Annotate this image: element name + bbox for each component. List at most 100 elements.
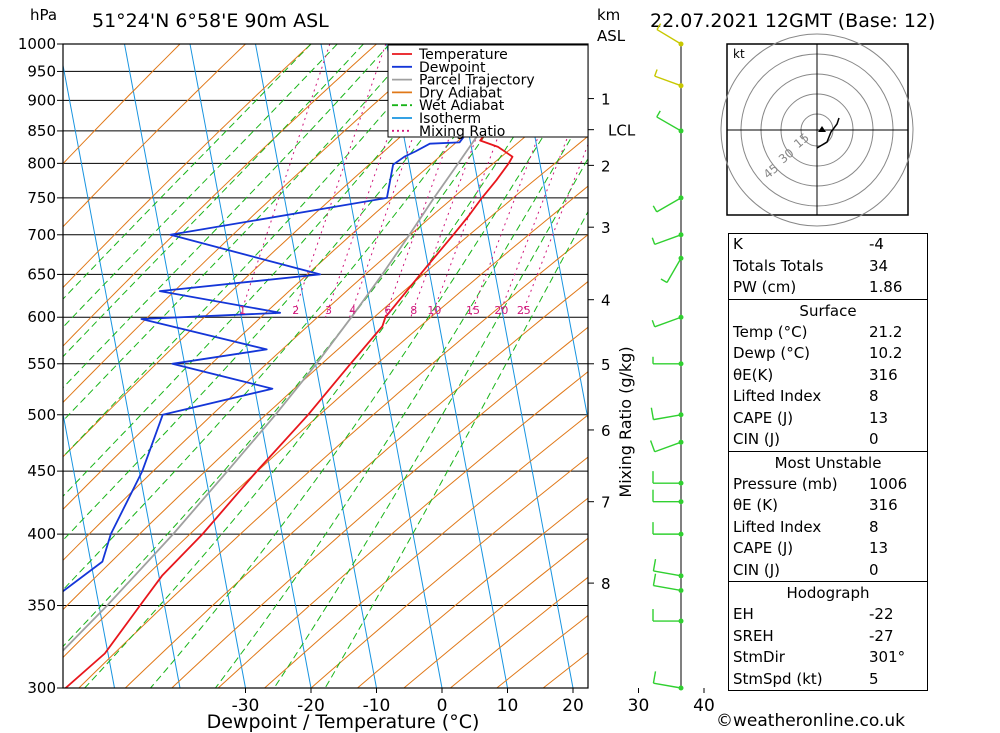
mixing-ratio-label: 2 — [292, 304, 299, 317]
wet-adiabat-line — [84, 44, 574, 688]
legend-label: Mixing Ratio — [419, 124, 505, 140]
wind-barb-staff — [656, 197, 682, 213]
wind-barb-flag — [651, 237, 656, 245]
hodograph-index-label: StmSpd (kt) — [733, 669, 823, 688]
height-tick-label: 1 — [601, 91, 611, 109]
dry-adiabat-line — [217, 371, 588, 688]
surface-section-title: Surface — [729, 298, 927, 322]
datetime-title: 22.07.2021 12GMT (Base: 12) — [650, 10, 936, 32]
surface-value: 13 — [869, 408, 889, 427]
wind-barb-staff — [653, 414, 682, 421]
wind-level-dot — [678, 128, 684, 134]
wet-adiabat-line — [324, 210, 588, 688]
hodograph-index-value: -27 — [869, 626, 894, 645]
most-unstable-section-title: Most Unstable — [729, 450, 927, 474]
pressure-tick-label: 650 — [27, 265, 56, 283]
wet-adiabat-line — [63, 44, 417, 422]
height-tick-label: 7 — [601, 494, 611, 512]
surface-label: θE(K) — [733, 365, 774, 384]
dry-adiabat-line — [63, 44, 377, 347]
legend-box — [387, 44, 589, 138]
dry-adiabat-line — [63, 44, 181, 165]
wind-barb-flag — [656, 110, 661, 118]
mixing-ratio-label: 20 — [494, 304, 508, 317]
wind-barb-staff — [654, 441, 682, 453]
wind-level-dot — [678, 480, 684, 486]
dry-adiabat-line — [63, 44, 246, 228]
legend-label: Temperature — [418, 47, 508, 63]
surface-row: θE(K) 316 — [729, 365, 927, 387]
most-unstable-value: 8 — [869, 517, 879, 536]
wet-adiabat-line — [63, 44, 548, 648]
dry-adiabat-line — [171, 326, 588, 688]
axes: 3003504004505005506006507007508008509009… — [18, 35, 715, 733]
surface-value: 8 — [869, 387, 879, 405]
isotherm-line — [189, 44, 312, 688]
surface-row: Lifted Index 8 — [729, 386, 927, 408]
wet-adiabat-line — [63, 44, 495, 541]
wind-barb-staff — [653, 682, 682, 689]
pressure-tick-label: 950 — [27, 62, 56, 80]
index-value: 1.86 — [869, 278, 903, 296]
dry-adiabat-line — [63, 135, 588, 611]
legend-label: Isotherm — [419, 111, 481, 127]
surface-label: CIN (J) — [733, 430, 781, 448]
wind-barb-staff — [656, 116, 682, 132]
pressure-tick-label: 800 — [27, 154, 56, 172]
hodograph-section-title: Hodograph — [729, 581, 927, 604]
wind-barb-staff — [653, 570, 682, 577]
hodograph-index-row: StmDir 301° — [729, 647, 927, 669]
mixing-ratio-label: 3 — [325, 304, 332, 317]
surface-row: Dewp (°C) 10.2 — [729, 343, 927, 365]
height-tick-label: 2 — [601, 157, 611, 175]
mixing-ratio-label: 6 — [384, 304, 391, 317]
surface-label: Dewp (°C) — [733, 344, 811, 362]
wind-barb-flag — [652, 205, 658, 213]
height-tick-label: 3 — [601, 219, 611, 237]
hodograph-index-row: EH -22 — [729, 604, 927, 626]
indices-table: K -4 Totals Totals 34 PW (cm) 1.86 Surface Te… — [728, 233, 928, 691]
most-unstable-label: θE (K) — [733, 496, 778, 514]
wind-level-dot — [678, 195, 684, 201]
pressure-tick-label: 350 — [27, 597, 56, 615]
most-unstable-label: Pressure (mb) — [733, 474, 838, 493]
wind-level-dot — [678, 499, 684, 505]
hodograph-index-label: SREH — [733, 626, 774, 645]
temperature-tick-label: 0 — [437, 696, 448, 716]
surface-row: Temp (°C) 21.2 — [729, 322, 927, 344]
dry-adiabat-line — [63, 44, 312, 289]
legend-label: Dewpoint — [419, 60, 486, 76]
surface-row: CAPE (J) 13 — [729, 408, 927, 430]
dry-adiabat-line — [264, 414, 588, 688]
dry-adiabat-line — [78, 233, 588, 688]
wind-level-dot — [678, 573, 684, 579]
index-value: 34 — [869, 256, 889, 275]
hodograph-index-label: EH — [733, 605, 754, 623]
hodograph-ring — [720, 33, 914, 227]
storm-motion-marker — [818, 126, 826, 132]
index-label: PW (cm) — [733, 278, 797, 296]
wind-level-dot — [678, 83, 684, 89]
dewpoint-line — [63, 44, 510, 593]
mixing-ratio-label: 10 — [427, 304, 441, 317]
index-row: K -4 — [729, 234, 927, 256]
wind-barb-flag — [652, 559, 657, 572]
wind-barb-staff — [656, 28, 682, 45]
wind-barb-staff — [654, 234, 682, 246]
mixing-ratio-line — [292, 44, 387, 318]
index-row: Totals Totals 34 — [729, 256, 927, 278]
temperature-tick-label: 20 — [562, 696, 584, 716]
wind-level-dot — [678, 41, 684, 47]
most-unstable-row: CAPE (J) 13 — [729, 538, 927, 560]
height-tick-label: 6 — [601, 422, 611, 440]
isotherm-line — [386, 44, 508, 688]
isotherm-line — [517, 44, 588, 422]
wind-level-dot — [678, 255, 684, 261]
location-title: 51°24'N 6°58'E 90m ASL — [92, 10, 329, 32]
pressure-tick-label: 550 — [27, 355, 56, 373]
plot-frame — [62, 43, 589, 689]
pressure-tick-label: 750 — [27, 189, 56, 207]
most-unstable-label: CIN (J) — [733, 560, 781, 579]
height-unit-asl-label: ASL — [597, 27, 626, 45]
